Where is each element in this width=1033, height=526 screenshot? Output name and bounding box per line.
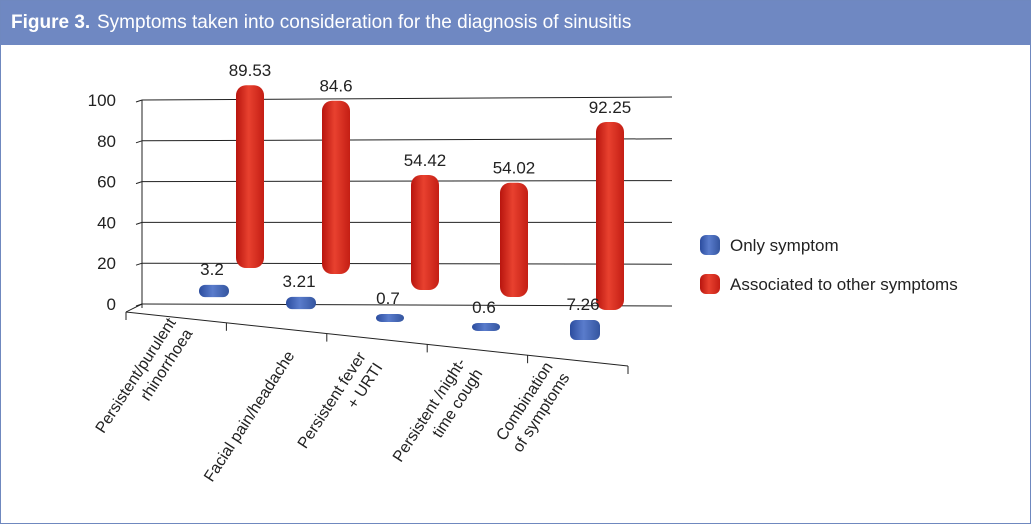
data-label-associated: 89.53	[229, 61, 272, 80]
y-tick-label: 100	[88, 91, 116, 110]
legend-swatch	[700, 235, 720, 255]
category-label: Persistent /night-time cough	[390, 355, 486, 465]
bar-associated	[411, 174, 439, 290]
y-axis-tick	[135, 221, 143, 225]
gridline	[141, 303, 673, 307]
figure-title: Symptoms taken into consideration for th…	[97, 12, 632, 33]
data-label-only-symptom: 7.26	[566, 295, 599, 314]
figure-label: Figure 3.	[11, 12, 91, 33]
gridline	[141, 180, 673, 183]
y-tick-labels: 0 20 40 60 80 100	[88, 91, 116, 314]
bar-only-symptom	[472, 323, 500, 331]
data-label-associated: 92.25	[589, 98, 632, 117]
y-tick-label: 40	[97, 213, 116, 232]
y-axis-tick	[135, 181, 143, 185]
bars	[199, 85, 624, 341]
y-tick-label: 80	[97, 132, 116, 151]
legend-swatch	[700, 274, 720, 294]
bar-only-symptom	[199, 284, 229, 298]
y-tick-label: 0	[107, 295, 116, 314]
bar-only-symptom	[286, 296, 316, 310]
data-label-associated: 54.02	[493, 159, 536, 178]
category-label: Persistent fever+ URTI	[295, 349, 387, 452]
figure-header: Figure 3. Symptoms taken into considerat…	[1, 1, 1030, 45]
gridline	[141, 138, 673, 142]
bar-associated	[236, 85, 264, 269]
y-axis-tick	[135, 140, 143, 144]
data-label-only-symptom: 0.6	[472, 298, 496, 317]
gridlines	[141, 96, 673, 307]
y-tick-label: 20	[97, 254, 116, 273]
data-label-only-symptom: 3.21	[282, 272, 315, 291]
gridline	[141, 262, 673, 265]
data-label-associated: 54.42	[404, 151, 447, 170]
y-axis-tick	[135, 262, 143, 266]
category-label: Facial pain/headache	[201, 348, 298, 485]
bar-only-symptom	[570, 319, 600, 341]
bar-associated	[596, 121, 624, 311]
bar-associated	[322, 100, 350, 274]
axes	[125, 99, 629, 374]
bar-only-symptom	[376, 314, 404, 322]
data-labels: 89.53 3.2 84.6 3.21 54.42 0.7 54.02 0.6 92.25 7.2…	[200, 61, 631, 317]
gridline	[141, 96, 673, 101]
legend: Only symptom Associated to other symptoms	[700, 235, 958, 294]
legend-label: Only symptom	[730, 236, 839, 255]
y-axis-tick	[135, 303, 143, 307]
legend-label: Associated to other symptoms	[730, 275, 958, 294]
category-label-line: Facial pain/headache	[201, 348, 298, 485]
bar-associated	[500, 182, 528, 297]
x-axis-line	[125, 311, 629, 367]
data-label-only-symptom: 0.7	[376, 289, 400, 308]
data-label-only-symptom: 3.2	[200, 260, 224, 279]
y-axis-tick	[135, 99, 143, 103]
y-tick-label: 60	[97, 173, 116, 192]
data-label-associated: 84.6	[319, 77, 352, 96]
